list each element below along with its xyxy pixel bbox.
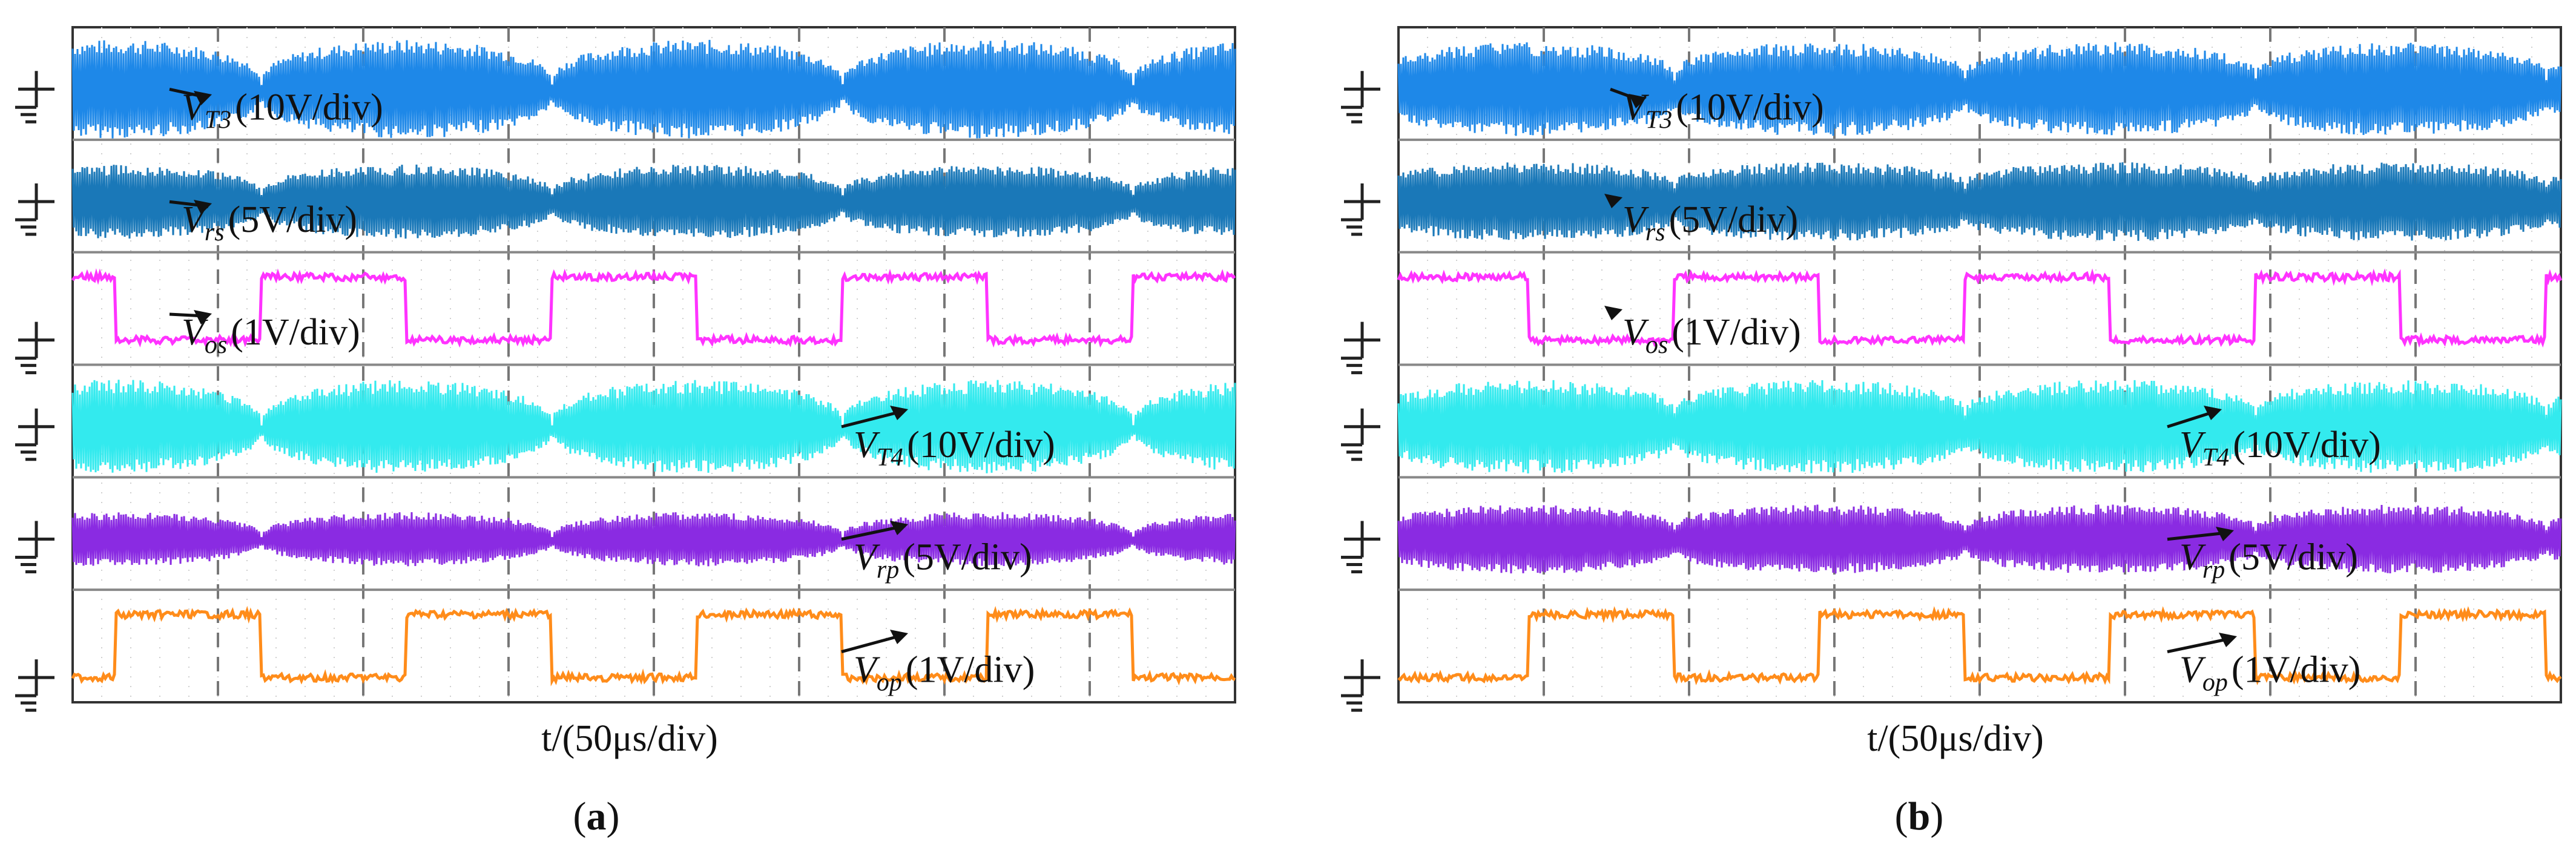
- arrowhead-icon: [1604, 306, 1622, 320]
- trace-Vop: Vop(1V/div): [15, 605, 1236, 712]
- waveform-VT3: [1397, 42, 2562, 136]
- trace-Vrs: Vrs(5V/div): [1341, 162, 2562, 246]
- channel-label-VT3: VT3(10V/div): [1622, 87, 1824, 134]
- arrowhead-icon: [2216, 527, 2234, 541]
- arrowhead-icon: [890, 630, 908, 644]
- arrowhead-icon: [194, 310, 212, 325]
- arrowhead-icon: [1629, 94, 1647, 108]
- trace-VT4: VT4(10V/div): [15, 380, 1236, 473]
- arrowhead-icon: [890, 521, 908, 535]
- waveform-Vos: [71, 268, 1236, 348]
- channel-label-VT3: VT3(10V/div): [182, 87, 383, 134]
- panel-caption: (b): [1895, 794, 1944, 838]
- panel-b: VT3(10V/div) Vrs(5V/div) Vos(1V/div) VT4(10…: [1341, 26, 2563, 838]
- channel-label-Vop: Vop(1V/div): [854, 650, 1035, 697]
- trace-Vos: Vos(1V/div): [1341, 268, 2563, 375]
- label-arrow: [841, 634, 901, 653]
- trace-Vrp: Vrp(5V/div): [15, 512, 1236, 584]
- waveform-Vrp: [1397, 504, 2562, 574]
- x-axis-label: t/(50μs/div): [541, 718, 718, 759]
- panel-caption: (a): [573, 794, 620, 838]
- arrowhead-icon: [194, 91, 212, 105]
- ground-marker-icon: [1341, 71, 1380, 124]
- waveform-VT4: [71, 380, 1236, 473]
- channel-label-Vrs: Vrs(5V/div): [1622, 199, 1798, 246]
- arrowhead-icon: [1604, 194, 1622, 208]
- trace-VT3: VT3(10V/div): [15, 39, 1236, 139]
- ground-marker-icon: [1341, 659, 1380, 712]
- trace-Vop: Vop(1V/div): [1341, 606, 2562, 712]
- waveform-Vrp: [71, 512, 1236, 567]
- ground-marker-icon: [15, 71, 54, 124]
- trace-Vrs: Vrs(5V/div): [15, 164, 1236, 246]
- channel-label-Vrs: Vrs(5V/div): [182, 199, 357, 246]
- arrowhead-icon: [194, 200, 212, 214]
- trace-Vos: Vos(1V/div): [15, 268, 1236, 375]
- arrowhead-icon: [2204, 406, 2222, 420]
- waveform-Vop: [1397, 606, 2562, 686]
- label-arrow: [2167, 637, 2230, 653]
- ground-marker-icon: [1341, 183, 1380, 236]
- channel-label-VT4: VT4(10V/div): [2179, 424, 2381, 472]
- waveform-Vop: [71, 605, 1236, 687]
- waveform-Vrs: [1397, 162, 2562, 241]
- ground-marker-icon: [15, 659, 54, 712]
- trace-VT4: VT4(10V/div): [1341, 380, 2562, 474]
- channel-label-Vos: Vos(1V/div): [1622, 312, 1801, 359]
- ground-marker-icon: [15, 321, 54, 375]
- ground-marker-icon: [15, 408, 54, 461]
- label-arrow: [841, 525, 901, 541]
- x-axis-label: t/(50μs/div): [1867, 718, 2044, 759]
- arrowhead-icon: [2219, 633, 2237, 647]
- channel-label-Vos: Vos(1V/div): [182, 312, 360, 359]
- waveform-Vrs: [71, 164, 1236, 239]
- panel-a: VT3(10V/div) Vrs(5V/div) Vos(1V/div) VT4(10…: [15, 26, 1236, 838]
- trace-VT3: VT3(10V/div): [1341, 42, 2562, 136]
- channel-label-Vop: Vop(1V/div): [2179, 650, 2360, 697]
- channel-label-Vrp: Vrp(5V/div): [854, 537, 1032, 584]
- waveform-Vos: [1397, 268, 2563, 348]
- label-arrow: [841, 410, 901, 429]
- ground-marker-icon: [1341, 321, 1380, 375]
- channel-label-VT4: VT4(10V/div): [854, 424, 1055, 472]
- trace-Vrp: Vrp(5V/div): [1341, 504, 2562, 584]
- channel-label-Vrp: Vrp(5V/div): [2179, 537, 2358, 584]
- waveform-VT4: [1397, 380, 2562, 474]
- ground-marker-icon: [15, 183, 54, 236]
- label-arrow: [2167, 410, 2215, 429]
- waveform-VT3: [71, 39, 1236, 139]
- ground-marker-icon: [1341, 521, 1380, 574]
- ground-marker-icon: [15, 521, 54, 574]
- label-arrow: [2167, 531, 2227, 541]
- arrowhead-icon: [890, 406, 908, 420]
- ground-marker-icon: [1341, 408, 1380, 461]
